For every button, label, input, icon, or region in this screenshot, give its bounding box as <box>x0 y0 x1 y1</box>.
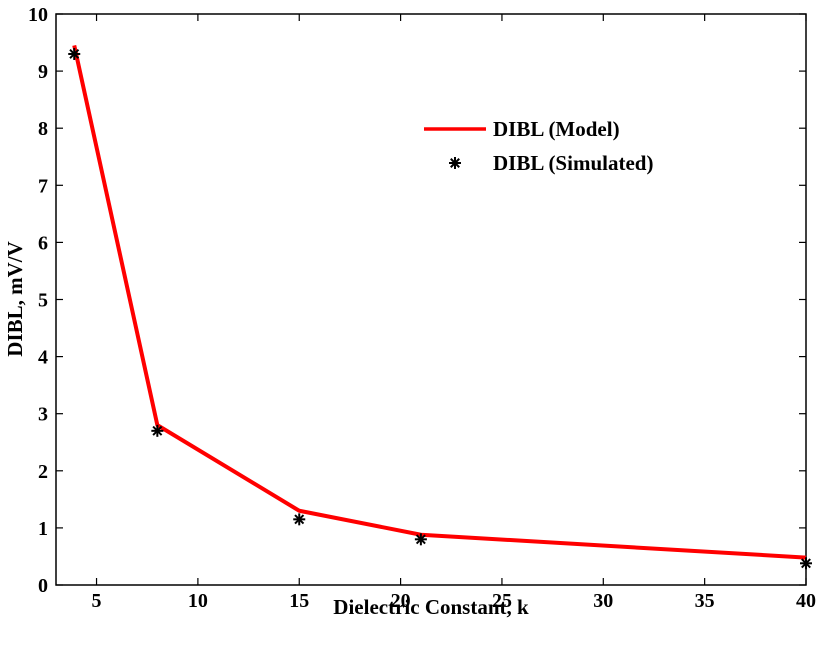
y-tick-label: 0 <box>38 575 48 597</box>
legend-marker-simulated <box>449 157 461 169</box>
y-tick-label: 8 <box>38 118 48 140</box>
data-point-simulated <box>800 557 812 570</box>
data-point-simulated <box>414 533 427 546</box>
x-tick-label: 20 <box>391 590 411 612</box>
asterisk-stroke <box>415 534 426 545</box>
asterisk-stroke <box>69 49 80 59</box>
y-tick-label: 4 <box>38 347 48 369</box>
legend-asterisk-icon <box>449 157 461 169</box>
legend-label-simulated: DIBL (Simulated) <box>493 151 653 175</box>
data-point-simulated <box>293 513 306 526</box>
plot-area <box>55 13 807 586</box>
y-tick-label: 3 <box>38 404 48 426</box>
y-tick-label: 6 <box>38 232 48 254</box>
data-point-simulated <box>151 424 164 437</box>
x-tick-label: 5 <box>92 590 102 612</box>
asterisk-stroke <box>152 425 163 436</box>
series-line-model <box>72 44 807 560</box>
x-axis-title: Dielectric Constant, k <box>333 595 529 619</box>
asterisk-stroke <box>294 514 305 525</box>
x-tick-label: 30 <box>593 590 613 612</box>
legend-label-model: DIBL (Model) <box>493 117 620 141</box>
y-tick-label: 7 <box>38 175 48 197</box>
plot-frame <box>55 13 807 586</box>
data-point-simulated <box>68 47 81 60</box>
legend: DIBL (Model) DIBL (Simulated) <box>410 108 700 186</box>
y-tick-label: 10 <box>28 4 48 26</box>
y-tick-label: 9 <box>38 61 48 83</box>
x-tick-label: 25 <box>492 590 512 612</box>
y-tick-label: 1 <box>38 518 48 540</box>
x-tick-label: 15 <box>289 590 309 612</box>
y-axis-title: DIBL, mV/V <box>3 241 27 357</box>
x-tick-label: 10 <box>188 590 208 612</box>
y-tick-label: 2 <box>38 461 48 483</box>
series-layer <box>68 44 812 570</box>
asterisk-stroke <box>801 558 811 569</box>
x-tick-label: 35 <box>695 590 715 612</box>
asterisk-stroke <box>450 158 460 168</box>
y-tick-label: 5 <box>38 290 48 312</box>
y-axis-ticks: 0 1 2 3 4 5 6 7 8 9 10 <box>28 4 806 597</box>
legend-box <box>410 108 700 186</box>
x-axis-ticks: 5 10 15 20 25 30 35 40 <box>92 14 816 612</box>
x-tick-label: 40 <box>796 590 816 612</box>
